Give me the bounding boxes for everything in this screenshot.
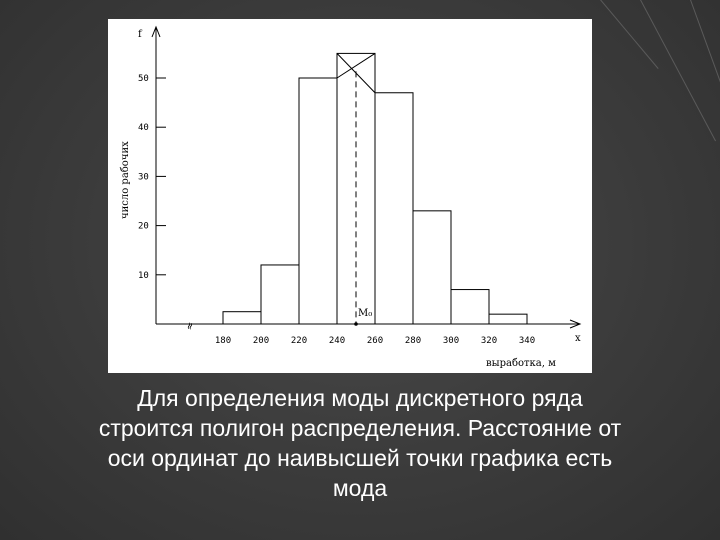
caption-line-1: Для определения моды дискретного ряда <box>137 385 583 411</box>
histogram-bar <box>488 313 528 325</box>
y-axis-label: число рабочих <box>120 141 131 219</box>
histogram-chart: 180 200 220 240 260 280 300 320 340 10 20 30 40 50 f… <box>120 25 582 369</box>
caption-line-3: оси ординат до наивысшей точки графика е… <box>107 445 613 471</box>
x-tick-label: 180 <box>215 336 231 346</box>
axis-break-symbol: ≈ <box>184 321 197 332</box>
y-tick-label: 10 <box>138 271 149 281</box>
x-tick-label: 320 <box>481 336 497 346</box>
decorative-line <box>640 0 716 142</box>
y-axis-arrow <box>151 25 161 38</box>
x-tick-label: 240 <box>329 336 345 346</box>
y-tick-labels: 10 20 30 40 50 <box>138 74 149 281</box>
decorative-line <box>600 0 659 69</box>
histogram-bar <box>374 92 414 325</box>
mode-diagonal <box>336 52 376 79</box>
histogram-bar <box>260 264 300 325</box>
x-axis-label: выработка, м <box>486 358 556 369</box>
histogram-panel: 180 200 220 240 260 280 300 320 340 10 20 30 40 50 f… <box>108 19 592 373</box>
y-tick-label: 30 <box>138 172 149 182</box>
mode-label: M₀ <box>358 308 372 319</box>
x-axis-letter: x <box>575 333 581 344</box>
decorative-line <box>690 0 720 188</box>
x-tick-label: 200 <box>253 336 269 346</box>
histogram-bar <box>222 311 262 325</box>
x-axis-arrow <box>569 319 582 329</box>
x-tick-label: 340 <box>519 336 535 346</box>
y-tick-label: 20 <box>138 222 149 232</box>
y-tick-label: 40 <box>138 123 149 133</box>
histogram-bar <box>298 77 338 325</box>
x-tick-label: 260 <box>367 336 383 346</box>
axes <box>151 25 582 329</box>
y-axis-letter: f <box>138 29 143 40</box>
histogram-bar <box>412 210 452 325</box>
x-tick-label: 280 <box>405 336 421 346</box>
x-tick-label: 220 <box>291 336 307 346</box>
slide-caption: Для определения моды дискретного ряда ст… <box>20 383 700 503</box>
histogram-bars <box>222 52 528 325</box>
x-tick-labels: 180 200 220 240 260 280 300 320 340 <box>215 336 535 346</box>
caption-line-4: мода <box>332 475 388 501</box>
x-tick-label: 300 <box>443 336 459 346</box>
mode-construction <box>336 52 376 326</box>
caption-line-2: строится полигон распределения. Расстоян… <box>98 415 622 441</box>
y-tick-label: 50 <box>138 74 149 84</box>
histogram-bar <box>450 289 490 325</box>
